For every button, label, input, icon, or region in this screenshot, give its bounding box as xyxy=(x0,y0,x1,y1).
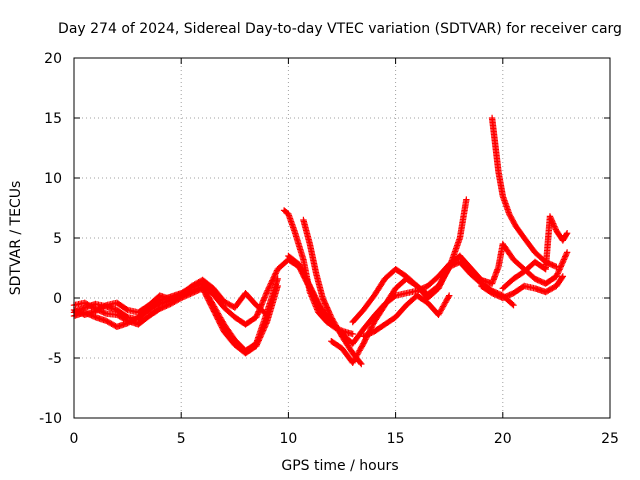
series-track-12 xyxy=(456,240,571,287)
grid-lines xyxy=(74,58,610,418)
chart-title: Day 274 of 2024, Sidereal Day-to-day VTE… xyxy=(58,21,622,37)
y-tick-label: 0 xyxy=(53,291,62,307)
x-tick-label: 10 xyxy=(279,431,297,447)
series-track-13 xyxy=(499,213,571,292)
series-track-10 xyxy=(360,292,453,340)
data-marks xyxy=(70,114,571,368)
y-tick-label: -10 xyxy=(39,411,62,427)
x-axis-label: GPS time / hours xyxy=(281,458,398,474)
series-track-14 xyxy=(478,273,567,302)
y-tick-label: -5 xyxy=(48,351,62,367)
y-tick-label: 15 xyxy=(44,111,62,127)
x-tick-label: 20 xyxy=(494,431,512,447)
y-tick-label: 10 xyxy=(44,171,62,187)
axis-ticks: 0 5 10 15 20 25 -10 -5 0 5 10 15 20 xyxy=(39,51,619,447)
x-tick-label: 25 xyxy=(601,431,619,447)
series-track-11 xyxy=(488,114,560,270)
x-tick-label: 5 xyxy=(177,431,186,447)
y-tick-label: 20 xyxy=(44,51,62,67)
x-tick-label: 0 xyxy=(70,431,79,447)
x-tick-label: 15 xyxy=(387,431,405,447)
y-axis-label: SDTVAR / TECUs xyxy=(8,181,24,296)
y-tick-label: 5 xyxy=(53,231,62,247)
